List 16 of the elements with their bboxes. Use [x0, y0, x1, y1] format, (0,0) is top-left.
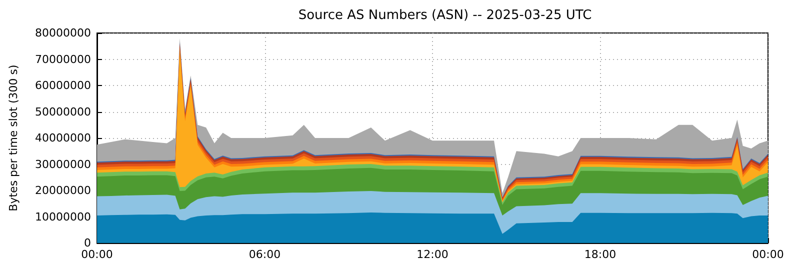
y-tick-label: 70000000: [35, 52, 91, 66]
y-tick-label: 10000000: [35, 210, 91, 224]
y-tick-label: 0: [84, 236, 91, 250]
y-tick-label: 80000000: [35, 26, 91, 40]
y-axis-title: Bytes per time slot (300 s): [7, 64, 20, 212]
y-tick-label: 60000000: [35, 79, 91, 92]
x-tick-label: 00:00: [752, 248, 784, 261]
x-tick-label: 18:00: [584, 248, 616, 261]
y-tick-label: 50000000: [35, 105, 91, 118]
x-tick-label: 00:00: [81, 248, 113, 261]
x-tick-label: 06:00: [248, 248, 281, 261]
y-tick-label: 20000000: [35, 184, 91, 197]
chart-title: Source AS Numbers (ASN) -- 2025-03-25 UTC: [298, 8, 592, 23]
y-tick-label: 40000000: [35, 132, 91, 144]
x-tick-label: 12:00: [416, 248, 448, 261]
y-tick-label: 30000000: [35, 158, 91, 171]
